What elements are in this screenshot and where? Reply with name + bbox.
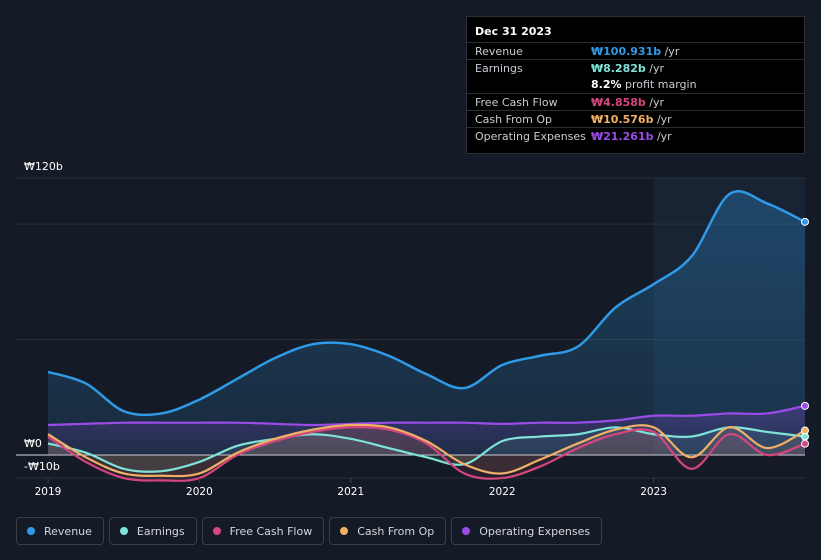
area-operating-expenses (48, 405, 805, 455)
legend-dot-icon (119, 527, 128, 535)
area-cash-from-op (48, 424, 805, 477)
tooltip-row-margin: 8.2% profit margin (467, 76, 804, 93)
legend-label: Free Cash Flow (229, 524, 313, 538)
tooltip-value: ₩21.261b /yr (591, 130, 672, 143)
profit-margin-label: profit margin (621, 78, 697, 91)
legend-item-revenue[interactable]: Revenue (16, 517, 104, 545)
tooltip-value: ₩10.576b /yr (591, 113, 672, 126)
tooltip-value-amount: ₩10.576b (591, 113, 654, 126)
x-axis: 2019 2020 2021 2022 2023 (35, 478, 667, 498)
tooltip-value-unit: /yr (653, 130, 672, 143)
x-tick-label: 2023 (640, 486, 667, 498)
tooltip-label: Operating Expenses (475, 130, 586, 143)
line-cash-from-op (47, 423, 806, 478)
tooltip-row-fcf: Free Cash Flow ₩4.858b /yr (467, 93, 804, 111)
endpoint-operating-expenses (801, 401, 809, 410)
chart-legend: Revenue Earnings Free Cash Flow Cash Fro… (16, 517, 603, 547)
legend-dot-icon (340, 527, 349, 535)
area-free-cash-flow (48, 427, 805, 481)
tooltip-value: ₩100.931b /yr (591, 45, 679, 58)
area-revenue (48, 191, 805, 455)
tooltip-panel: Dec 31 2023 Revenue ₩100.931b /yr Earnin… (466, 16, 805, 154)
tooltip-value-unit: /yr (645, 96, 665, 109)
legend-item-earnings[interactable]: Earnings (108, 517, 197, 545)
legend-item-free-cash-flow[interactable]: Free Cash Flow (201, 517, 325, 545)
tooltip-label: Cash From Op (475, 113, 553, 126)
tooltip-value: ₩4.858b /yr (591, 96, 664, 109)
tooltip-label: Earnings (475, 62, 523, 75)
profit-margin-value: 8.2% (591, 78, 622, 91)
tooltip-value-unit: /yr (653, 113, 672, 126)
tooltip-label: Revenue (475, 45, 523, 58)
tooltip-row-opex: Operating Expenses ₩21.261b /yr (467, 127, 804, 145)
tooltip-row-revenue: Revenue ₩100.931b /yr (467, 42, 804, 60)
profit-margin: 8.2% profit margin (591, 78, 697, 91)
tooltip-value-amount: ₩21.261b (591, 130, 654, 143)
tooltip-value-unit: /yr (645, 62, 665, 75)
endpoint-free-cash-flow (801, 439, 809, 448)
y-axis: ₩120b ₩0 -₩10b (24, 160, 63, 473)
y-tick-label: ₩120b (24, 160, 63, 173)
series-lines (47, 189, 806, 482)
y-tick-label: -₩10b (24, 460, 60, 473)
tooltip-value-unit: /yr (661, 45, 680, 58)
y-tick-label: ₩0 (24, 437, 42, 450)
legend-label: Operating Expenses (479, 524, 591, 538)
x-tick-label: 2020 (186, 486, 213, 498)
x-tick-label: 2021 (337, 486, 364, 498)
tooltip-value-amount: ₩100.931b (591, 45, 662, 58)
legend-dot-icon (212, 527, 221, 535)
line-revenue (47, 189, 806, 417)
legend-item-operating-expenses[interactable]: Operating Expenses (451, 517, 603, 545)
endpoint-cash-from-op (801, 426, 809, 435)
tooltip-row-earnings: Earnings ₩8.282b /yr (467, 59, 804, 77)
legend-dot-icon (27, 527, 35, 535)
tooltip-value: ₩8.282b /yr (591, 62, 664, 75)
tooltip-label: Free Cash Flow (475, 96, 558, 109)
x-tick-label: 2022 (489, 486, 516, 498)
series-endpoints (801, 217, 809, 448)
tooltip-date: Dec 31 2023 (475, 25, 552, 38)
legend-label: Earnings (136, 524, 185, 538)
legend-label: Revenue (44, 524, 92, 538)
x-tick-label: 2019 (35, 486, 62, 498)
line-earnings (47, 426, 806, 473)
tooltip-value-amount: ₩4.858b (591, 96, 646, 109)
legend-dot-icon (462, 527, 471, 535)
legend-label: Cash From Op (357, 524, 435, 538)
endpoint-revenue (801, 217, 809, 226)
line-operating-expenses (47, 404, 806, 427)
area-earnings (48, 427, 805, 472)
series-areas (48, 191, 805, 481)
tooltip-row-cfo: Cash From Op ₩10.576b /yr (467, 110, 804, 128)
tooltip-value-amount: ₩8.282b (591, 62, 646, 75)
line-free-cash-flow (47, 426, 806, 482)
legend-item-cash-from-op[interactable]: Cash From Op (329, 517, 447, 545)
